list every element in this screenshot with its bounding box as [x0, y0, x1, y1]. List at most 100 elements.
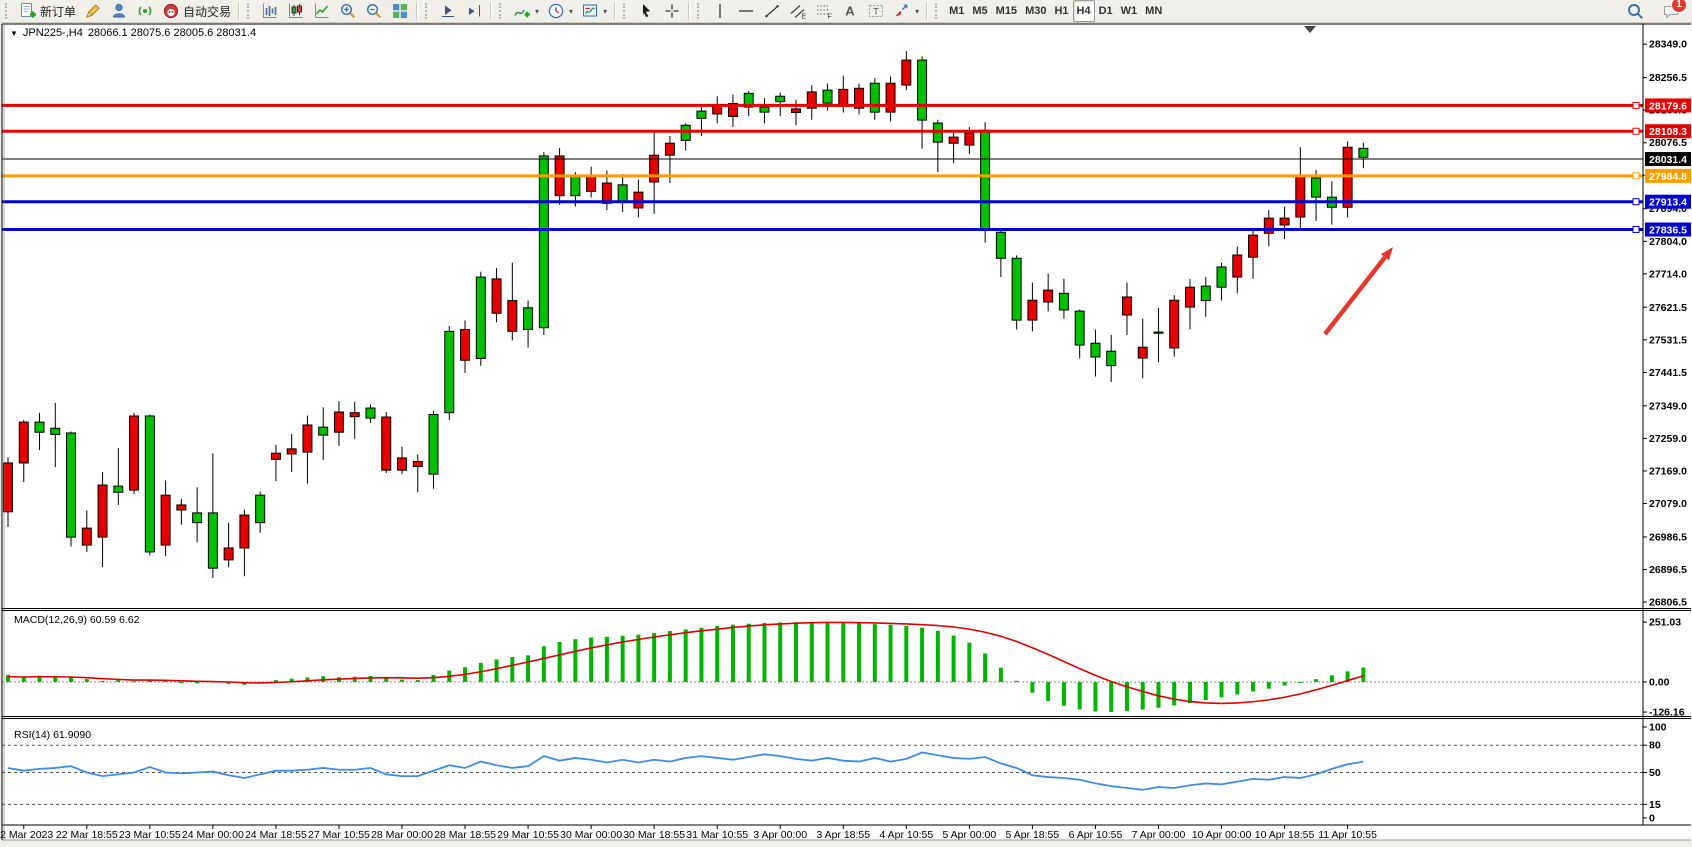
price-tag-28031.4[interactable]: 28031.4 [1645, 152, 1691, 167]
candle [869, 82, 880, 113]
toolbar-grip[interactable] [697, 3, 704, 19]
zoom-in-button[interactable] [335, 0, 361, 22]
toolbar-grip[interactable] [623, 3, 630, 19]
candlestick-chart-button[interactable] [283, 0, 309, 22]
candle [838, 88, 849, 107]
rsi-pane[interactable]: 100 80 50 15 0 [2, 722, 1667, 825]
price-tag-27984.8[interactable]: 27984.8 [1645, 168, 1691, 183]
candle [302, 424, 313, 453]
candle [460, 329, 471, 361]
candle [1011, 257, 1022, 321]
price-tag-28108.3[interactable]: 28108.3 [1645, 124, 1691, 138]
metaeditor-button[interactable] [80, 0, 106, 22]
price-tag-27913.4[interactable]: 27913.4 [1645, 194, 1691, 209]
indicators-button[interactable]: ▾ [509, 0, 543, 22]
tf-m1-button[interactable]: M1 [945, 0, 968, 22]
horizontal-lines-layer[interactable] [2, 101, 1643, 234]
tf-m30-button[interactable]: M30 [1021, 0, 1050, 22]
periods-icon [548, 3, 564, 19]
hline-handle[interactable] [1632, 226, 1640, 234]
collapse-triangle-icon[interactable]: ▼ [10, 28, 18, 38]
chart-shift-button[interactable] [461, 0, 487, 22]
time-axis[interactable]: 22 Mar 2023 22 Mar 18:55 23 Mar 10:55 24 Ma… [0, 825, 1692, 841]
price-tick-label: 27169.0 [1649, 465, 1687, 477]
chart-shift-marker[interactable] [1304, 26, 1316, 33]
candle [1106, 350, 1117, 367]
hline-handle[interactable] [1632, 172, 1640, 180]
svg-text:28179.6: 28179.6 [1649, 100, 1687, 112]
tf-d1-button[interactable]: D1 [1095, 0, 1117, 22]
time-tick-label: 3 Apr 18:55 [816, 829, 870, 841]
auto-scroll-button[interactable] [435, 0, 461, 22]
vertical-line-button[interactable] [707, 0, 733, 22]
hline-handle[interactable] [1632, 127, 1640, 135]
rsi-tick-label: 15 [1649, 799, 1661, 811]
svg-text:T: T [873, 7, 879, 17]
fibonacci-retracement-button[interactable]: F [811, 0, 837, 22]
text-button[interactable]: A [837, 0, 863, 22]
line-chart-button[interactable] [309, 0, 335, 22]
arrows-button[interactable]: ▾ [889, 0, 923, 22]
tf-m5-button[interactable]: M5 [968, 0, 991, 22]
trendline-icon [765, 5, 779, 18]
toolbar-separator [238, 2, 240, 20]
time-tick-label: 6 Apr 10:55 [1069, 829, 1123, 841]
svg-text:27836.5: 27836.5 [1649, 225, 1687, 237]
chevron-down-icon[interactable]: ▾ [603, 6, 608, 16]
text-label-button[interactable]: T [863, 0, 889, 22]
candle [81, 527, 92, 546]
crosshair-button[interactable] [659, 0, 685, 22]
toolbar-grip[interactable] [5, 3, 12, 19]
arrow-annotation[interactable] [1323, 255, 1387, 336]
toolbar-grip[interactable] [425, 3, 432, 19]
new-order-button[interactable]: 新订单 [15, 0, 80, 22]
tile-windows-button[interactable] [387, 0, 413, 22]
bar-chart-icon [263, 3, 277, 18]
toolbar-grip[interactable] [499, 3, 506, 19]
horizontal-line-button[interactable] [733, 0, 759, 22]
rsi-tick-label: 80 [1649, 740, 1661, 752]
toolbar-grip[interactable] [247, 3, 254, 19]
templates-button[interactable]: ▾ [577, 0, 611, 22]
candle [649, 154, 660, 183]
trendline-button[interactable] [759, 0, 785, 22]
chevron-down-icon[interactable]: ▾ [535, 6, 540, 16]
time-tick-label: 27 Mar 10:55 [308, 829, 370, 841]
macd-pane[interactable]: 251.03 0.00 -126.16 [2, 617, 1685, 719]
hline-handle[interactable] [1632, 198, 1640, 206]
tf-w1-button[interactable]: W1 [1117, 0, 1142, 22]
autotrading-button[interactable]: 自动交易 [158, 0, 235, 22]
equidistant-channel-button[interactable]: E [785, 0, 811, 22]
new-order-label: 新订单 [40, 4, 77, 19]
tf-m15-button[interactable]: M15 [992, 0, 1021, 22]
candle [1279, 217, 1290, 226]
price-tick-label: 27349.0 [1649, 400, 1687, 412]
price-tick-label: 27441.5 [1649, 367, 1687, 379]
pane-borders [1, 23, 1691, 841]
tf-h1-button[interactable]: H1 [1050, 0, 1072, 22]
chevron-down-icon[interactable]: ▾ [569, 6, 574, 16]
arrow-annotation-head[interactable] [1381, 247, 1393, 261]
zoom-out-button[interactable] [361, 0, 387, 22]
toolbar-grip[interactable] [935, 3, 942, 19]
price-tag-27836.5[interactable]: 27836.5 [1645, 222, 1691, 237]
periods-button[interactable]: ▾ [543, 0, 577, 22]
price-tick-label: 27079.0 [1649, 498, 1687, 510]
signals-button[interactable] [132, 0, 158, 22]
autotrading-icon [163, 3, 179, 19]
search-button[interactable] [1622, 0, 1648, 22]
tf-h4-button[interactable]: H4 [1072, 0, 1095, 22]
chevron-down-icon[interactable]: ▾ [915, 6, 920, 16]
mql5-community-button[interactable] [106, 0, 132, 22]
cursor-button[interactable] [633, 0, 659, 22]
candle [1169, 299, 1180, 349]
time-tick-label: 28 Mar 00:00 [371, 829, 433, 841]
chat-button[interactable]: 1 [1658, 0, 1687, 22]
svg-text:27984.8: 27984.8 [1649, 171, 1687, 183]
bar-chart-button[interactable] [257, 0, 283, 22]
tf-mn-button[interactable]: MN [1141, 0, 1166, 22]
hline-handle[interactable] [1632, 101, 1640, 109]
price-tick-label: 26896.5 [1649, 564, 1687, 576]
price-tag-28179.6[interactable]: 28179.6 [1645, 98, 1691, 113]
